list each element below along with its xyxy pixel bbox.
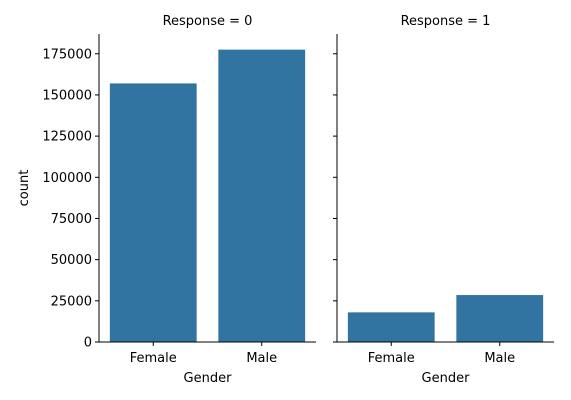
panel-title: Response = 0 <box>163 14 253 29</box>
y-tick-label: 175000 <box>42 47 92 62</box>
y-tick-label: 50000 <box>51 253 92 268</box>
y-axis-title: count <box>17 170 32 207</box>
bar-female <box>109 83 197 342</box>
y-tick-label: 150000 <box>42 88 92 103</box>
x-tick-label-male: Male <box>246 351 277 366</box>
y-tick-label: 75000 <box>51 212 92 227</box>
y-tick-label: 100000 <box>42 171 92 186</box>
facet-panel-1: Female Male Gender Response = 1 <box>333 14 554 386</box>
y-tick-label: 25000 <box>51 294 92 309</box>
bar-female <box>347 312 435 342</box>
panel-title: Response = 1 <box>401 14 491 29</box>
x-axis-title: Gender <box>184 371 233 386</box>
facet-panel-0: 0 25000 50000 75000 100000 125000 150000 175000… <box>17 14 316 386</box>
x-tick-label-female: Female <box>130 351 177 366</box>
x-axis-title: Gender <box>422 371 471 386</box>
y-tick-label: 0 <box>84 336 92 351</box>
bar-male <box>218 49 306 343</box>
y-tick-label: 125000 <box>42 130 92 145</box>
x-tick-label-male: Male <box>484 351 515 366</box>
x-tick-label-female: Female <box>368 351 415 366</box>
bar-male <box>456 295 544 342</box>
